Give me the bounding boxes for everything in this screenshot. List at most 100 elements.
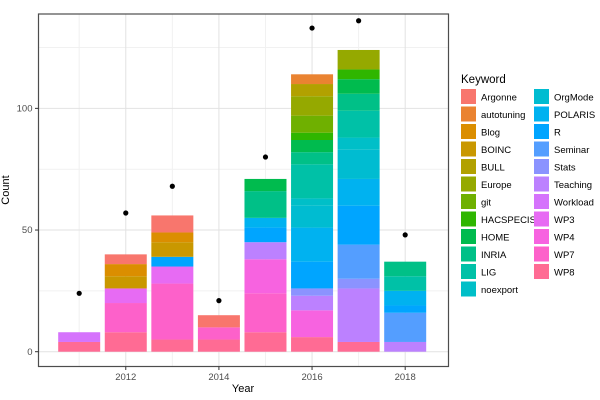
bar-segment-2015-WP8 bbox=[244, 332, 287, 352]
legend-label-WP4: WP4 bbox=[554, 233, 575, 244]
legend-label-BULL: BULL bbox=[481, 163, 505, 174]
x-tick-label: 2018 bbox=[395, 372, 416, 383]
bar-segment-2012-Blog bbox=[104, 264, 147, 277]
legend-label-HACSPECIS: HACSPECIS bbox=[481, 215, 536, 226]
bar-segment-2012-WP8 bbox=[104, 332, 147, 352]
legend-label-INRIA: INRIA bbox=[481, 250, 507, 261]
legend-swatch-Seminar bbox=[534, 141, 549, 157]
legend-swatch-WP8 bbox=[534, 264, 549, 279]
bar-segment-2017-INRIA bbox=[337, 93, 380, 111]
y-axis-title: Count bbox=[0, 175, 12, 205]
legend-swatch-Workload bbox=[534, 194, 549, 209]
legend-label-WP3: WP3 bbox=[554, 215, 575, 226]
legend-label-Europe: Europe bbox=[481, 180, 512, 191]
legend-swatch-R bbox=[534, 124, 549, 139]
y-tick-label: 0 bbox=[27, 347, 32, 358]
legend-swatch-POLARIS bbox=[534, 106, 549, 122]
legend-title: Keyword bbox=[461, 74, 506, 86]
legend-label-WP7: WP7 bbox=[554, 250, 575, 261]
bar-segment-2016-HACSPECIS bbox=[291, 132, 334, 141]
scatter-point-2014 bbox=[216, 298, 222, 304]
bar-segment-2011-Workload bbox=[58, 332, 101, 342]
legend-label-Teaching: Teaching bbox=[554, 180, 592, 191]
bar-segment-2014-Argonne bbox=[197, 315, 240, 328]
bar-segment-2017-Europe bbox=[337, 49, 380, 70]
bar-segment-2013-WP7 bbox=[151, 283, 194, 340]
legend-label-git: git bbox=[481, 198, 491, 209]
bar-segment-2017-Stats bbox=[337, 278, 380, 289]
bar-segment-2015-WP4 bbox=[244, 259, 287, 294]
bar-segment-2016-Europe bbox=[291, 96, 334, 116]
legend-label-Workload: Workload bbox=[554, 198, 594, 209]
legend-swatch-Europe bbox=[461, 176, 476, 192]
bar-segment-2018-Teaching bbox=[384, 341, 427, 352]
legend-label-Seminar: Seminar bbox=[554, 145, 589, 156]
x-tick-label: 2016 bbox=[301, 372, 322, 383]
bar-segment-2016-autotuning bbox=[291, 74, 334, 85]
bar-segment-2016-Teaching bbox=[291, 295, 334, 311]
legend-swatch-Argonne bbox=[461, 89, 476, 104]
bar-segment-2012-WP3 bbox=[104, 288, 147, 304]
bar-segment-2016-git bbox=[291, 115, 334, 133]
bar-segment-2016-R bbox=[291, 261, 334, 289]
x-tick-label: 2014 bbox=[208, 372, 229, 383]
bar-segment-2018-INRIA bbox=[384, 261, 427, 277]
bar-segment-2012-WP7 bbox=[104, 303, 147, 333]
scatter-point-2018 bbox=[402, 232, 408, 238]
legend-swatch-git bbox=[461, 194, 476, 209]
scatter-point-2016 bbox=[309, 25, 315, 31]
scatter-point-2015 bbox=[262, 154, 269, 160]
scatter-point-2012 bbox=[123, 210, 129, 216]
legend-label-Stats: Stats bbox=[554, 163, 576, 174]
bar-segment-2016-WP4 bbox=[291, 310, 334, 338]
legend-swatch-WP4 bbox=[534, 229, 549, 244]
panel-border bbox=[37, 13, 450, 368]
bar-segment-2015-HOME bbox=[244, 178, 287, 192]
bar-segment-2015-Teaching bbox=[244, 242, 287, 260]
y-tick-label: 50 bbox=[22, 225, 33, 236]
legend-label-Argonne: Argonne bbox=[481, 93, 517, 104]
legend-swatch-LIG bbox=[461, 264, 476, 279]
bar-segment-2017-Teaching bbox=[337, 288, 380, 342]
legend-swatch-HACSPECIS bbox=[461, 211, 476, 227]
x-tick-label: 2012 bbox=[115, 372, 136, 383]
bar-segment-2017-POLARIS bbox=[337, 178, 380, 206]
bar-segment-2016-POLARIS bbox=[291, 227, 334, 262]
bar-segment-2017-OrgMode bbox=[337, 149, 380, 179]
bar-segment-2013-WP3 bbox=[151, 266, 194, 284]
bar-segment-2015-POLARIS bbox=[244, 217, 287, 228]
legend-label-Blog: Blog bbox=[481, 128, 500, 139]
bar-segment-2016-INRIA bbox=[291, 152, 334, 165]
legend-swatch-WP7 bbox=[534, 246, 549, 262]
bar-segment-2014-WP7 bbox=[197, 327, 240, 340]
legend-swatch-noexport bbox=[461, 281, 476, 297]
legend-label-R: R bbox=[554, 128, 561, 139]
bar-segment-2017-Seminar bbox=[337, 244, 380, 279]
scatter-point-2017 bbox=[356, 18, 362, 24]
bar-segment-2018-POLARIS bbox=[384, 290, 427, 306]
bar-segment-2016-Stats bbox=[291, 288, 334, 296]
bar-segment-2016-LIG bbox=[291, 164, 334, 199]
y-tick-label: 100 bbox=[17, 104, 33, 115]
bar-segment-2017-HOME bbox=[337, 79, 380, 94]
bar-segment-2016-OrgMode bbox=[291, 205, 334, 228]
bar-segment-2016-BULL bbox=[291, 84, 334, 97]
bar-segment-2015-INRIA bbox=[244, 191, 287, 218]
bar-segment-2013-BOINC bbox=[151, 242, 194, 257]
bar-segment-2018-R bbox=[384, 305, 427, 313]
bar-segment-2014-WP8 bbox=[197, 339, 240, 352]
bar-segment-2015-R bbox=[244, 227, 287, 243]
scatter-point-2011 bbox=[76, 290, 82, 296]
legend-swatch-Stats bbox=[534, 159, 549, 174]
bar-segment-2012-BOINC bbox=[104, 276, 147, 289]
legend-label-HOME: HOME bbox=[481, 233, 510, 244]
bar-segment-2017-HACSPECIS bbox=[337, 69, 380, 80]
legend-swatch-HOME bbox=[461, 229, 476, 244]
bar-segment-2018-LIG bbox=[384, 276, 427, 291]
legend-label-LIG: LIG bbox=[481, 268, 496, 279]
legend-label-autotuning: autotuning bbox=[481, 110, 525, 121]
legend-label-noexport: noexport bbox=[481, 285, 518, 296]
bar-segment-2011-WP8 bbox=[58, 341, 101, 352]
